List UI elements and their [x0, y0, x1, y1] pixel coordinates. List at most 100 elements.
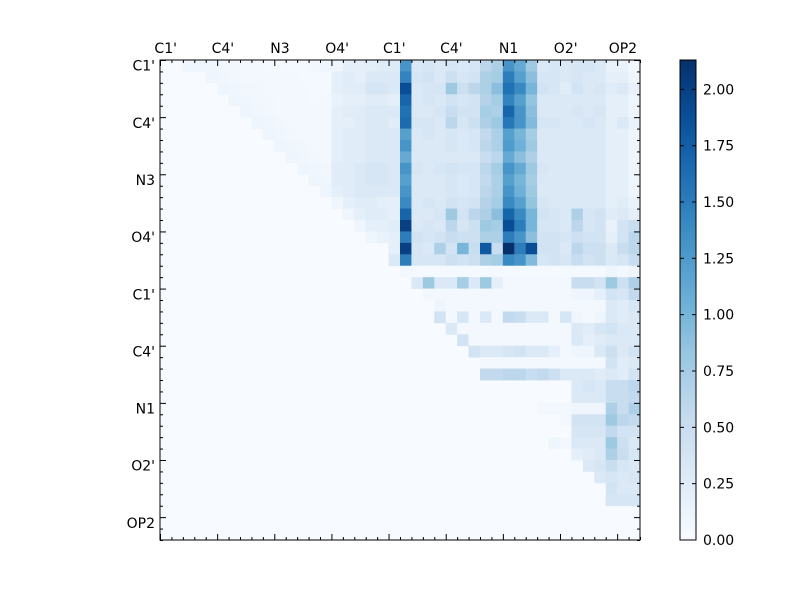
heatmap-cell [617, 368, 629, 381]
heatmap-cell [297, 140, 309, 152]
heatmap-cell [240, 105, 252, 118]
heatmap-cell [571, 231, 584, 244]
heatmap-cell [468, 254, 481, 267]
heatmap-cell [434, 162, 447, 175]
heatmap-cell [308, 174, 321, 187]
heatmap-cell [594, 471, 607, 484]
heatmap-cell [594, 414, 607, 427]
heatmap-cell [548, 368, 561, 381]
y-tick-label: C1' [132, 59, 155, 75]
heatmap-cell [331, 185, 344, 198]
heatmap-cell [274, 140, 287, 152]
heatmap-cell [388, 162, 401, 175]
heatmap-cell [354, 140, 367, 152]
heatmap-cell [457, 334, 469, 347]
heatmap-cell [582, 265, 595, 278]
heatmap-cell [411, 208, 424, 221]
heatmap-cell [560, 311, 572, 324]
heatmap-cell [594, 94, 607, 107]
heatmap-cell [377, 140, 389, 152]
heatmap-cell [491, 334, 504, 347]
heatmap-cell [388, 71, 401, 84]
heatmap-cell [422, 208, 435, 221]
heatmap-cell [617, 322, 629, 335]
heatmap-cell [571, 82, 584, 95]
heatmap-cell [342, 197, 355, 209]
heatmap-cell [422, 94, 435, 107]
heatmap-cell [582, 357, 595, 369]
heatmap-cell [605, 357, 618, 369]
heatmap-cell [365, 174, 378, 187]
heatmap-cell [331, 71, 344, 84]
heatmap-cell [342, 185, 355, 198]
heatmap-cell [628, 402, 641, 415]
heatmap-cell [365, 197, 378, 209]
heatmap-cell [285, 82, 298, 95]
heatmap-cell [331, 94, 344, 107]
heatmap-cell [274, 105, 287, 118]
heatmap-cell [525, 162, 538, 175]
heatmap-cell [617, 128, 629, 141]
heatmap-cell [434, 197, 447, 209]
heatmap-cell [502, 128, 515, 141]
heatmap-cell [582, 311, 595, 324]
heatmap-cell [445, 71, 458, 84]
x-tick-label: C4' [440, 41, 463, 57]
heatmap-cell [377, 71, 389, 84]
heatmap-cell [251, 117, 264, 129]
heatmap-cell [274, 60, 287, 72]
heatmap-cell [617, 414, 629, 427]
heatmap-cell [491, 242, 504, 255]
heatmap-cell [411, 254, 424, 267]
heatmap-cell [502, 174, 515, 187]
heatmap-cell [514, 231, 527, 244]
heatmap-cell [365, 60, 378, 72]
heatmap-cell [331, 105, 344, 118]
heatmap-cell [491, 174, 504, 187]
heatmap-cell [560, 128, 572, 141]
heatmap-cell [240, 60, 252, 72]
heatmap-cell [525, 197, 538, 209]
heatmap-cell [548, 288, 561, 301]
heatmap-cell [365, 71, 378, 84]
heatmap-cell [457, 71, 469, 84]
heatmap-cell [571, 437, 584, 449]
heatmap-cell [617, 402, 629, 415]
heatmap-cell [388, 60, 401, 72]
heatmap-cell [285, 151, 298, 164]
heatmap-cell [377, 231, 389, 244]
heatmap-cell [594, 140, 607, 152]
heatmap-cell [525, 71, 538, 84]
heatmap-cell [354, 174, 367, 187]
heatmap-cell [594, 82, 607, 95]
heatmap-cell [377, 105, 389, 118]
heatmap-cell [342, 174, 355, 187]
heatmap-cell [571, 174, 584, 187]
heatmap-cell [228, 60, 241, 72]
heatmap-cell [582, 391, 595, 404]
heatmap-cell [537, 220, 549, 232]
heatmap-cell [502, 117, 515, 129]
heatmap-cell [617, 71, 629, 84]
heatmap-cell [560, 208, 572, 221]
heatmap-cell [400, 174, 412, 187]
heatmap-cell [548, 322, 561, 335]
heatmap-cell [594, 265, 607, 278]
colorbar-tick-label: 1.25 [703, 251, 734, 267]
heatmap-cell [628, 231, 641, 244]
heatmap-cell [537, 254, 549, 267]
heatmap-cell [537, 105, 549, 118]
heatmap-cell [480, 300, 492, 312]
heatmap-cell [594, 174, 607, 187]
heatmap-cell [491, 368, 504, 381]
heatmap-cell [605, 151, 618, 164]
heatmap-cell [388, 82, 401, 95]
heatmap-cell [377, 128, 389, 141]
heatmap-cell [548, 345, 561, 358]
heatmap-cell [502, 265, 515, 278]
heatmap-cell [582, 300, 595, 312]
heatmap-cell [502, 357, 515, 369]
heatmap-cell [274, 71, 287, 84]
heatmap-cell [320, 140, 332, 152]
heatmap-cell [377, 185, 389, 198]
